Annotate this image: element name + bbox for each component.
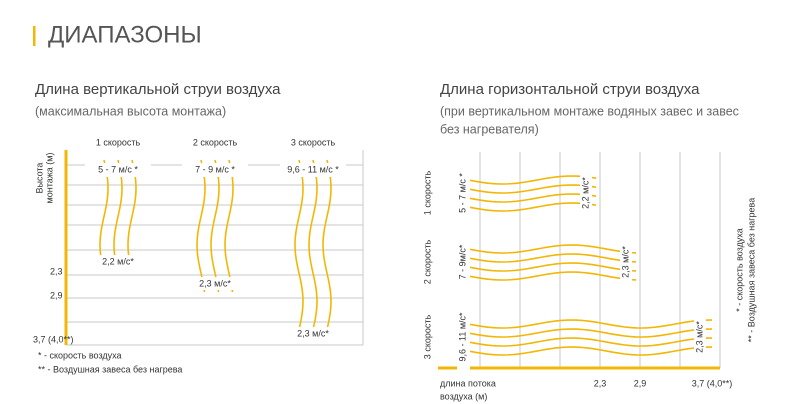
end-label: 2,2 м/с*: [580, 177, 590, 209]
axis-label: монтажа (м): [44, 153, 54, 204]
label-bg: [293, 327, 333, 340]
speed-label: 5 - 7 м/с *: [98, 164, 138, 174]
label-bg: [620, 240, 632, 284]
tick-label: 2,3: [594, 378, 607, 388]
air-stream: [467, 262, 637, 272]
axis-label: воздуха (м): [440, 391, 487, 401]
section-title: Длина вертикальной струи воздуха: [35, 81, 281, 98]
air-stream: [210, 159, 220, 293]
label-bg: [457, 228, 470, 296]
row-label: 2 скорость: [422, 240, 432, 285]
speed-label: 9,6 - 11 м/с *: [287, 164, 339, 174]
row-label: 3 скорость: [422, 315, 432, 360]
note: ** - Воздушная завеса без нагрева: [746, 198, 756, 342]
air-stream: [467, 244, 637, 254]
air-stream: [196, 159, 206, 293]
label-bg: [182, 163, 248, 177]
section-subtitle: (при вертикальном монтаже водяных завес …: [440, 104, 739, 118]
end-label: 2,3 м/с*: [297, 328, 329, 338]
label-bg: [694, 315, 706, 359]
label-bg: [280, 163, 346, 177]
speed-label: 5 - 7 м/с *: [457, 173, 467, 213]
tick-label: 2,3: [50, 266, 63, 276]
note: * - скорость воздуха: [734, 228, 744, 312]
air-stream: [308, 159, 318, 341]
column-label: 2 скорость: [193, 137, 238, 147]
end-label: 2,3 м/с*: [620, 246, 630, 278]
speed-label: 7 - 9 м/с *: [195, 164, 235, 174]
air-stream: [322, 159, 332, 341]
note: ** - Воздушная завеса без нагрева: [38, 364, 182, 374]
title-bar: [33, 26, 36, 46]
air-stream: [467, 271, 637, 281]
section-subtitle: без нагревателя): [440, 122, 539, 136]
speed-label: 9,6 - 11 м/с*: [457, 312, 467, 362]
section-title: Длина горизонтальной струи воздуха: [440, 81, 700, 98]
end-label: 2,2 м/с*: [102, 256, 134, 266]
air-stream: [127, 159, 137, 269]
row-label: 1 скорость: [422, 171, 432, 216]
tick-label: 3,7 (4,0**): [33, 334, 74, 344]
page-title: ДИАПАЗОНЫ: [48, 21, 202, 48]
air-stream: [224, 159, 234, 293]
air-stream: [467, 319, 713, 329]
label-bg: [457, 159, 470, 227]
air-stream: [113, 159, 123, 269]
tick-label: 2,9: [634, 378, 647, 388]
air-stream: [467, 253, 637, 263]
air-stream: [467, 175, 597, 185]
note: * - скорость воздуха: [38, 350, 122, 360]
axis-label: длина потока: [440, 378, 496, 388]
air-stream: [294, 159, 304, 341]
air-stream: [467, 193, 597, 203]
air-stream: [467, 337, 713, 347]
end-label: 2,3 м/с*: [694, 321, 704, 353]
label-bg: [457, 303, 470, 371]
column-label: 3 скорость: [291, 137, 336, 147]
tick-label: 2,9: [50, 290, 63, 300]
air-stream: [467, 202, 597, 212]
column-label: 1 скорость: [96, 137, 141, 147]
speed-label: 7 - 9м/с*: [457, 244, 467, 279]
tick-label: 3,7 (4,0**): [692, 378, 733, 388]
label-bg: [195, 277, 235, 290]
end-label: 2,3 м/с*: [199, 278, 231, 288]
air-stream: [467, 184, 597, 194]
axis-label: Высота: [34, 163, 44, 194]
label-bg: [580, 171, 592, 215]
section-subtitle: (максимальная высота монтажа): [35, 104, 226, 118]
air-stream: [467, 328, 713, 338]
air-stream: [99, 159, 109, 269]
label-bg: [98, 255, 138, 268]
label-bg: [85, 163, 151, 177]
air-stream: [467, 346, 713, 356]
